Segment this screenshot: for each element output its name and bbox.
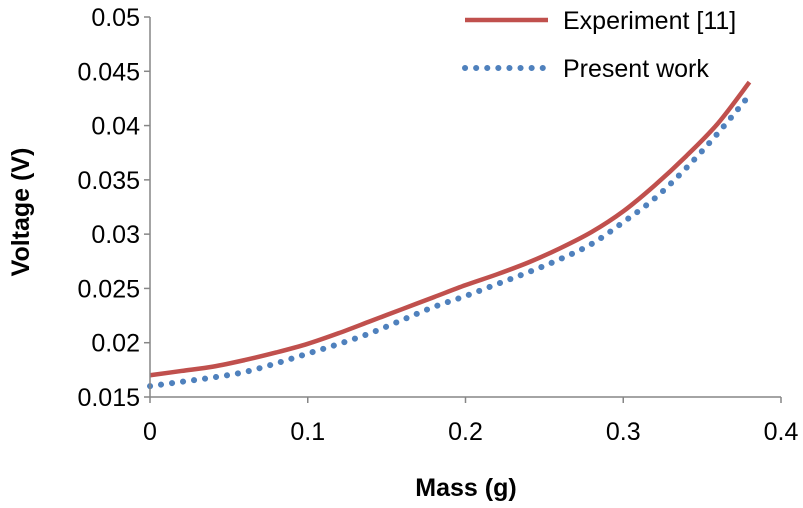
axes: [144, 16, 782, 403]
y-axis-title: Voltage (V): [7, 148, 35, 277]
y-tick-label: 0.035: [77, 167, 140, 195]
x-tick-label: 0.2: [448, 418, 483, 446]
tick-labels: 0.015 0.02 0.025 0.03 0.035 0.04 0.045 0.05 0 0.1…: [77, 4, 798, 446]
legend: Experiment [11] Present work: [462, 7, 736, 83]
y-tick-label: 0.03: [91, 221, 140, 249]
legend-label-1: Experiment [11]: [563, 7, 736, 35]
x-axis-title: Mass (g): [415, 474, 516, 502]
x-tick-label: 0.3: [606, 418, 641, 446]
x-tick-label: 0: [143, 418, 157, 446]
series-line-experiment-11: [149, 80, 752, 378]
y-tick-label: 0.05: [91, 4, 140, 32]
y-tick-label: 0.02: [91, 330, 140, 358]
series-line-present-work: [147, 92, 753, 390]
y-tick-label: 0.045: [77, 58, 140, 86]
plot-area: [147, 80, 753, 390]
x-tick-label: 0.4: [764, 418, 799, 446]
y-tick-label: 0.04: [91, 113, 140, 141]
legend-label-2: Present work: [563, 55, 709, 83]
y-tick-label: 0.015: [77, 384, 140, 412]
y-tick-label: 0.025: [77, 275, 140, 303]
x-tick-label: 0.1: [290, 418, 325, 446]
